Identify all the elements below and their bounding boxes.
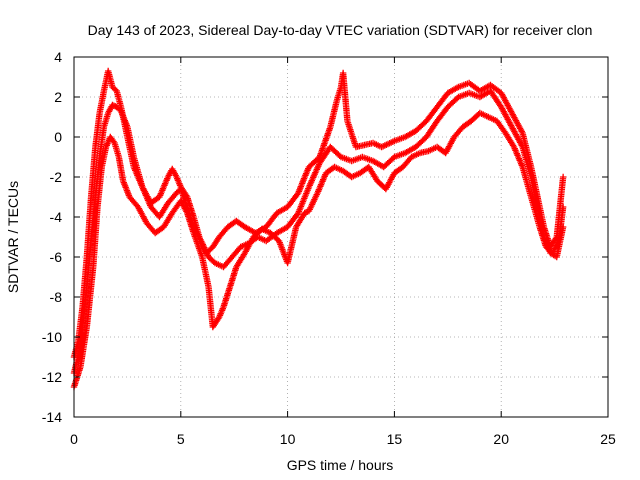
x-axis-label: GPS time / hours (287, 457, 394, 473)
y-tick-label: 0 (54, 129, 62, 145)
data-point (301, 209, 308, 217)
y-tick-label: -12 (42, 369, 62, 385)
axis-ticks (73, 56, 609, 418)
y-tick-label: 2 (54, 89, 62, 105)
y-tick-label: 4 (54, 49, 62, 65)
data-point (559, 203, 567, 211)
tick-labels: 0 5 10 15 20 25 -14 -12 -10 -8 -6 -4 -2 0 2 4 (42, 49, 616, 447)
plot-frame (73, 56, 609, 418)
data-point (559, 173, 567, 181)
chart-title: Day 143 of 2023, Sidereal Day-to-day VTE… (88, 22, 593, 38)
y-tick-label: -8 (50, 289, 63, 305)
x-tick-label: 10 (280, 431, 296, 447)
x-tick-label: 20 (493, 431, 509, 447)
y-tick-label: -2 (50, 169, 63, 185)
series-track-lower (70, 109, 567, 391)
x-tick-label: 25 (600, 431, 616, 447)
gridlines (74, 57, 608, 417)
x-tick-label: 5 (177, 431, 185, 447)
data-point (302, 209, 310, 216)
x-tick-label: 15 (387, 431, 403, 447)
y-tick-label: -6 (50, 249, 63, 265)
y-tick-label: -10 (42, 329, 62, 345)
y-tick-label: -14 (42, 409, 62, 425)
data-point (110, 102, 118, 109)
data-point (109, 101, 116, 109)
y-tick-label: -4 (50, 209, 63, 225)
y-axis-label: SDTVAR / TECUs (5, 181, 21, 293)
x-tick-label: 0 (70, 431, 78, 447)
data-points (70, 67, 567, 391)
